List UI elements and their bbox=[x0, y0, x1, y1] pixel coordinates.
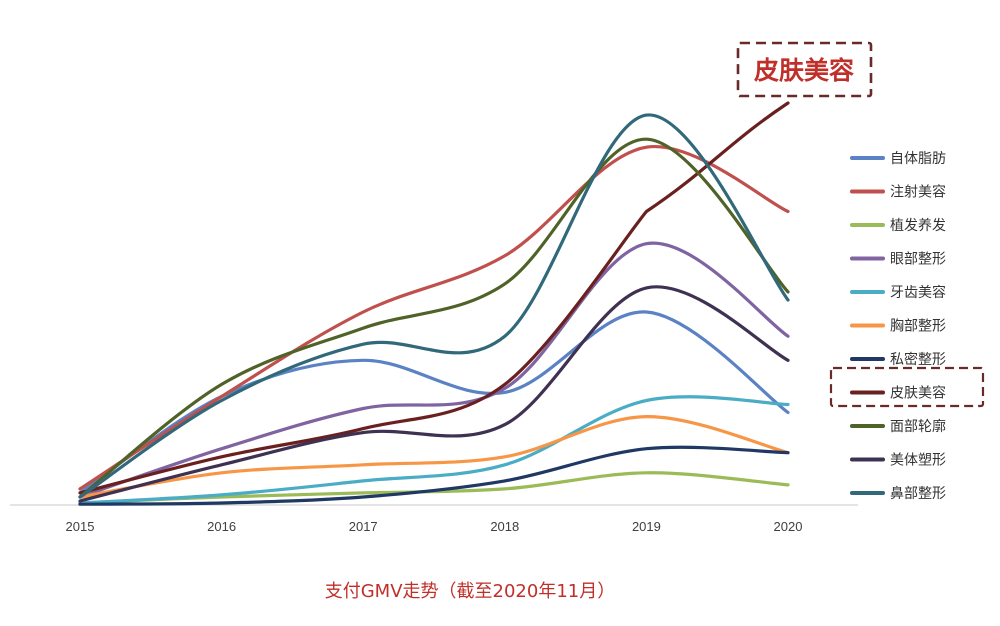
legend-label: 美体塑形 bbox=[890, 453, 946, 469]
series-line-1 bbox=[78, 145, 790, 491]
chart-title: 支付GMV走势（截至2020年11月） bbox=[325, 581, 616, 602]
plot-area: 2015 2016 2017 2018 2019 2020 bbox=[10, 101, 858, 534]
legend-label: 牙齿美容 bbox=[890, 284, 946, 301]
legend-label: 自体脂肪 bbox=[890, 151, 946, 167]
series-line-9 bbox=[78, 285, 790, 503]
series-line-10 bbox=[78, 113, 790, 499]
x-axis-ticks: 2015 2016 2017 2018 2019 2020 bbox=[66, 519, 803, 534]
callout-box bbox=[736, 41, 873, 98]
legend: 自体脂肪注射美容植发养发眼部整形牙齿美容胸部整形私密整形皮肤美容面部轮廓美体塑形… bbox=[850, 151, 946, 502]
series-line-7 bbox=[78, 101, 790, 495]
x-tick-label: 2020 bbox=[774, 519, 803, 534]
x-tick-label: 2019 bbox=[632, 519, 661, 534]
series-line-5 bbox=[78, 414, 790, 499]
series-line-4 bbox=[78, 395, 790, 505]
series-line-0 bbox=[78, 310, 790, 495]
x-tick-label: 2016 bbox=[207, 519, 236, 534]
callout-label: 皮肤美容 bbox=[754, 56, 854, 85]
series-line-8 bbox=[78, 137, 790, 499]
series-line-6 bbox=[78, 445, 790, 506]
x-tick-label: 2015 bbox=[66, 519, 95, 534]
series-lines bbox=[78, 101, 790, 506]
legend-label: 眼部整形 bbox=[890, 252, 946, 268]
series-line-3 bbox=[78, 241, 790, 499]
legend-label: 面部轮廓 bbox=[890, 418, 946, 435]
x-tick-label: 2017 bbox=[349, 519, 378, 534]
legend-label: 私密整形 bbox=[890, 351, 946, 368]
x-tick-label: 2018 bbox=[490, 519, 519, 534]
legend-label: 胸部整形 bbox=[890, 319, 946, 335]
callout: 皮肤美容 bbox=[736, 41, 873, 98]
legend-label: 植发养发 bbox=[890, 218, 946, 234]
legend-label: 皮肤美容 bbox=[890, 385, 946, 402]
legend-highlight-box bbox=[829, 366, 985, 408]
legend-label: 注射美容 bbox=[890, 184, 946, 201]
legend-label: 鼻部整形 bbox=[890, 485, 946, 502]
